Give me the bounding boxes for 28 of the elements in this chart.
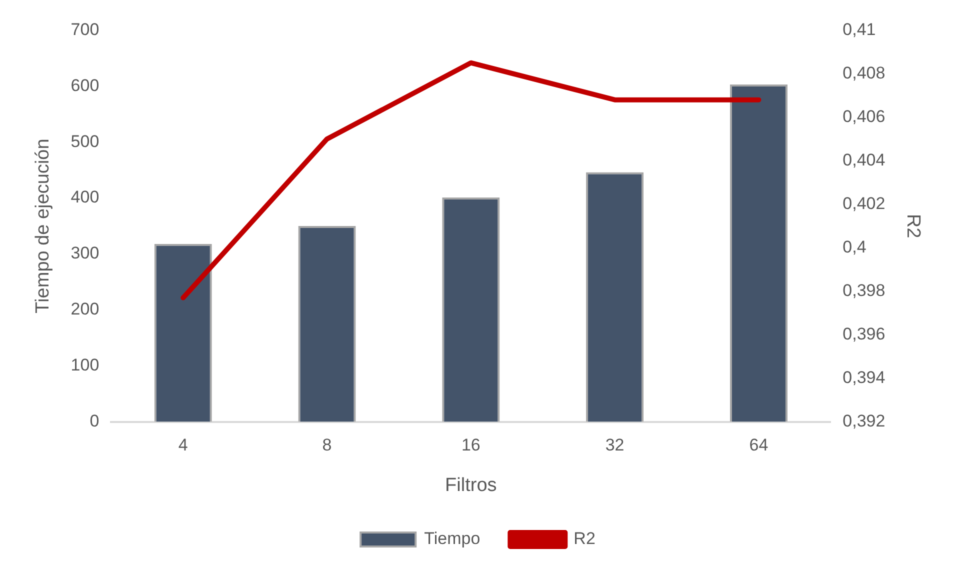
y-tick-label: 200 <box>70 300 100 319</box>
y-tick-label: 400 <box>70 188 100 207</box>
x-tick-label: 8 <box>322 436 332 455</box>
x-tick-label: 32 <box>605 436 624 455</box>
y2-tick-label: 0,4 <box>842 237 866 256</box>
x-axis-title: Filtros <box>445 474 497 496</box>
x-tick-label: 16 <box>461 436 480 455</box>
y-tick-label: 0 <box>90 411 100 430</box>
y-tick-label: 300 <box>70 244 100 263</box>
y2-tick-label: 0,404 <box>842 150 886 170</box>
y-tick-label: 100 <box>70 356 100 375</box>
y2-tick-label: 0,406 <box>842 106 886 126</box>
y2-tick-label: 0,41 <box>842 20 876 39</box>
y2-tick-label: 0,408 <box>842 63 886 82</box>
y2-axis-title: R2 <box>902 214 924 238</box>
y2-tick-label: 0,392 <box>842 411 886 430</box>
y-tick-label: 600 <box>70 76 100 95</box>
x-tick-label: 64 <box>749 436 768 455</box>
y-tick-label: 700 <box>70 20 100 39</box>
y-tick-label: 500 <box>70 132 100 151</box>
y2-tick-label: 0,398 <box>842 280 886 300</box>
y2-tick-label: 0,394 <box>842 368 886 387</box>
y2-tick-label: 0,402 <box>842 194 886 213</box>
legend-label: Tiempo <box>424 529 480 548</box>
x-tick-label: 4 <box>178 436 188 455</box>
legend-label: R2 <box>574 529 596 548</box>
y-axis-title: Tiempo de ejecución <box>32 138 54 314</box>
y2-tick-label: 0,396 <box>842 324 886 344</box>
